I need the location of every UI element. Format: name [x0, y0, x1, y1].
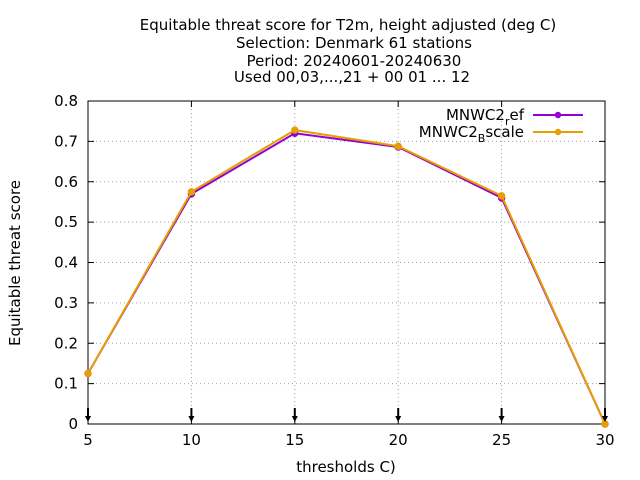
x-axis-label: thresholds C): [296, 458, 396, 476]
x-tick-label: 5: [83, 431, 93, 449]
series-line: [87, 129, 606, 425]
legend-marker: [554, 128, 562, 136]
y-tick-label: 0.4: [54, 254, 78, 272]
y-tick-label: 0: [68, 415, 78, 433]
threshold-arrow-head: [602, 416, 608, 422]
legend-swatch-1: [533, 111, 583, 119]
data-point: [291, 126, 299, 134]
chart-title: Equitable threat score for T2m, height a…: [140, 16, 556, 86]
threshold-markers: [85, 408, 608, 422]
threshold-arrow-head: [395, 416, 402, 422]
y-tick-label: 0.7: [54, 132, 78, 150]
data-point: [187, 188, 196, 196]
data-point: [497, 192, 506, 200]
x-tick-label: 15: [285, 431, 304, 449]
y-axis-label: Equitable threat score: [6, 180, 24, 346]
series-1: [84, 129, 609, 428]
x-tick-label: 10: [182, 431, 201, 449]
title-line-2: Selection: Denmark 61 stations: [236, 34, 472, 52]
threshold-arrow-head: [498, 416, 505, 422]
y-tick-label: 0.8: [54, 92, 78, 110]
series-line: [87, 132, 606, 425]
legend-label-1-rest: ef: [509, 106, 524, 124]
title-line-3: Period: 20240601-20240630: [247, 52, 462, 70]
data-point: [84, 369, 92, 378]
data-point: [394, 142, 402, 150]
legend-label-2-main: MNWC2: [419, 123, 478, 141]
plot-border: [87, 100, 606, 425]
legend-label-1-sub: r: [505, 115, 510, 128]
y-tick-label: 0.6: [54, 173, 78, 191]
y-tick-label: 0.1: [54, 375, 78, 393]
legend-label-2: MNWC2Bscale: [419, 123, 524, 145]
series: [84, 126, 609, 428]
y-tick-label: 0.3: [54, 294, 78, 312]
axes: [87, 100, 606, 425]
y-tick-label: 0.2: [54, 334, 78, 352]
title-line-1: Equitable threat score for T2m, height a…: [140, 16, 556, 34]
legend-label-1-main: MNWC2: [446, 106, 505, 124]
grid: [88, 101, 605, 424]
threshold-arrow-head: [291, 416, 298, 422]
series-2: [84, 126, 609, 428]
legend-label-2-rest: scale: [485, 123, 524, 141]
legend-label-2-sub: B: [478, 132, 486, 145]
x-tick-label: 30: [595, 431, 614, 449]
title-line-4: Used 00,03,...,21 + 00 01 ... 12: [234, 68, 470, 86]
legend: MNWC2ref MNWC2Bscale: [419, 106, 583, 145]
legend-label-1: MNWC2ref: [446, 106, 525, 128]
tick-labels: 0 0.1 0.2 0.3 0.4 0.5 0.6 0.7 0.8 5 10 15 20 25 30: [54, 92, 614, 449]
threshold-arrow-head: [188, 416, 195, 422]
y-tick-label: 0.5: [54, 213, 78, 231]
legend-swatch-2: [533, 128, 583, 136]
x-tick-label: 20: [389, 431, 408, 449]
legend-marker: [554, 111, 562, 119]
x-tick-label: 25: [492, 431, 511, 449]
threshold-arrow-head: [85, 416, 91, 422]
